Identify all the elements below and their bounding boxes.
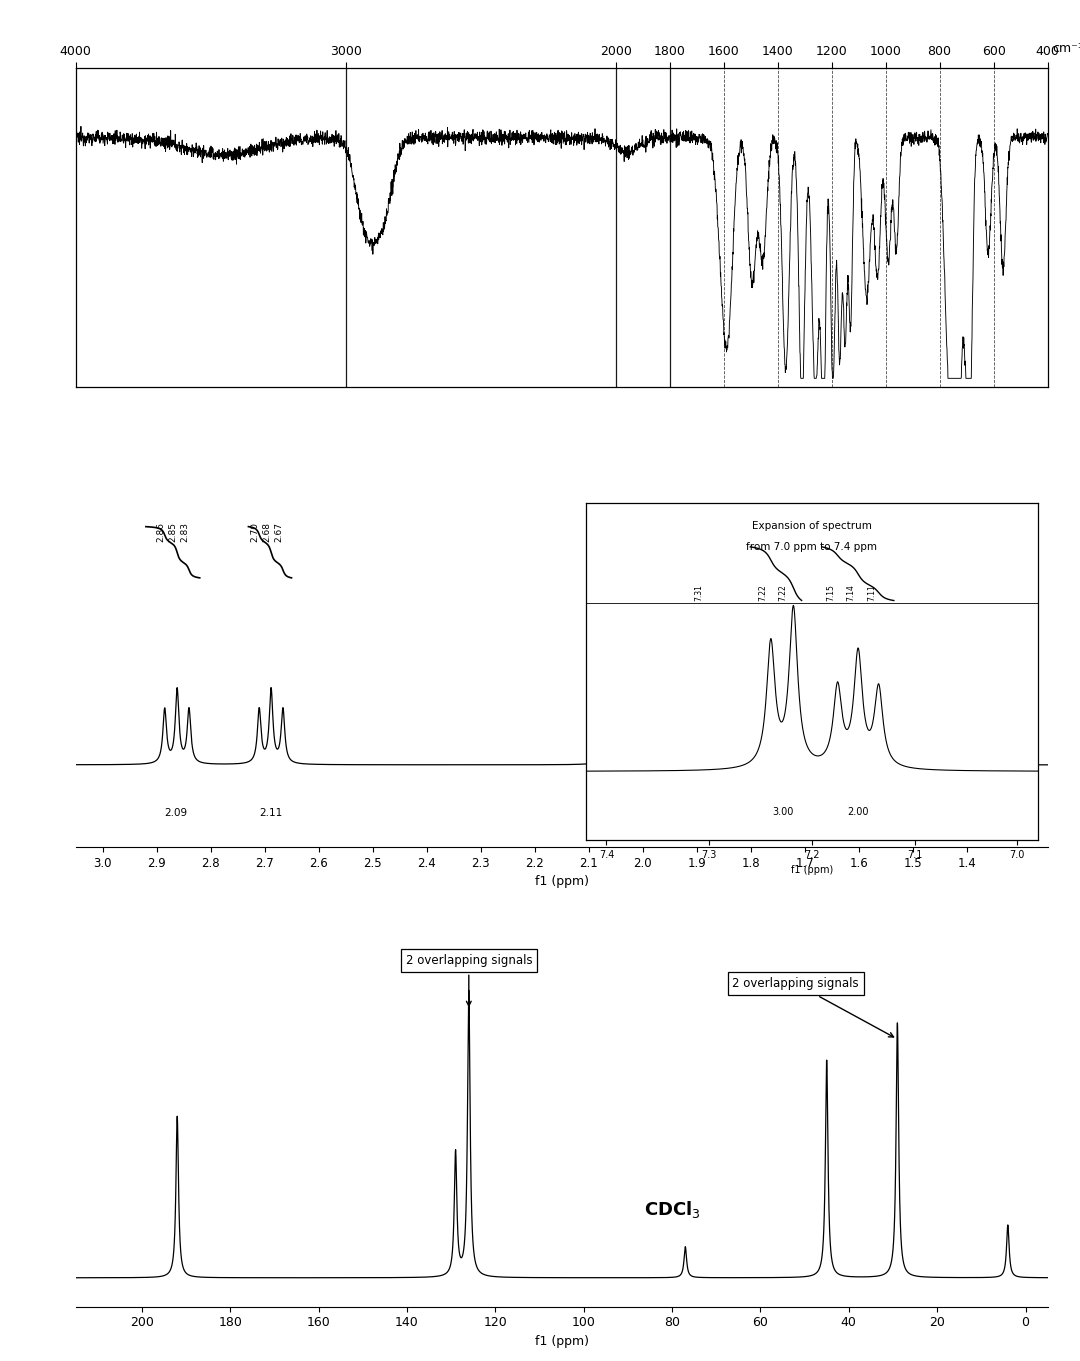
Text: 2.06: 2.06	[605, 523, 613, 542]
Text: 3.12: 3.12	[597, 808, 621, 818]
Text: cm⁻¹: cm⁻¹	[1052, 42, 1080, 56]
Text: 2.83: 2.83	[180, 523, 189, 542]
Text: 2 overlapping signals: 2 overlapping signals	[405, 954, 532, 1006]
Text: 2.67: 2.67	[274, 523, 283, 542]
X-axis label: f1 (ppm): f1 (ppm)	[535, 875, 589, 889]
Text: 2.11: 2.11	[259, 808, 283, 818]
Text: 2.86: 2.86	[157, 523, 165, 542]
Text: 2.85: 2.85	[168, 523, 177, 542]
X-axis label: f1 (ppm): f1 (ppm)	[535, 1335, 589, 1347]
Text: 2.68: 2.68	[262, 523, 271, 542]
Text: 2.09: 2.09	[164, 808, 187, 818]
Text: CDCl$_3$: CDCl$_3$	[644, 1199, 701, 1221]
Text: 2 overlapping signals: 2 overlapping signals	[732, 977, 893, 1037]
Text: 2.70: 2.70	[251, 523, 259, 542]
